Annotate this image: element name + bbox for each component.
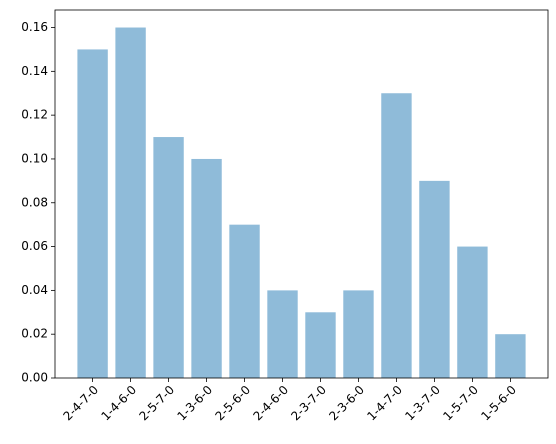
y-tick-label: 0.08 [21, 195, 48, 209]
y-tick-label: 0.12 [21, 108, 48, 122]
bar [419, 180, 450, 378]
bar [191, 158, 222, 378]
x-tick-label: 1-3-6-0 [174, 383, 215, 424]
bar [229, 224, 260, 378]
y-tick-label: 0.06 [21, 239, 48, 253]
bar [153, 137, 184, 378]
y-tick-label: 0.16 [21, 20, 48, 34]
x-tick-label: 1-5-6-0 [478, 383, 519, 424]
bar [343, 290, 374, 378]
x-tick-label: 2-3-6-0 [326, 383, 367, 424]
bar [77, 49, 108, 379]
y-tick-label: 0.02 [21, 327, 48, 341]
x-tick-label: 2-4-6-0 [250, 383, 291, 424]
y-tick-label: 0.14 [21, 64, 48, 78]
x-tick-label: 2-3-7-0 [288, 383, 329, 424]
x-tick-label: 1-5-7-0 [440, 383, 481, 424]
x-tick-label: 2-5-6-0 [212, 383, 253, 424]
bar [457, 246, 488, 378]
x-tick-label: 1-4-6-0 [98, 383, 139, 424]
y-tick-label: 0.00 [21, 371, 48, 385]
y-tick-label: 0.04 [21, 283, 48, 297]
bar [305, 312, 336, 378]
bar [495, 334, 526, 378]
y-tick-label: 0.10 [21, 151, 48, 165]
plot-frame [54, 9, 549, 379]
x-tick-label: 2-4-7-0 [61, 383, 102, 424]
bar [381, 93, 412, 378]
x-tick-label: 2-5-7-0 [136, 383, 177, 424]
x-tick-label: 1-3-7-0 [402, 383, 443, 424]
x-tick-label: 1-4-7-0 [364, 383, 405, 424]
bar [267, 290, 298, 378]
bar [115, 27, 146, 379]
